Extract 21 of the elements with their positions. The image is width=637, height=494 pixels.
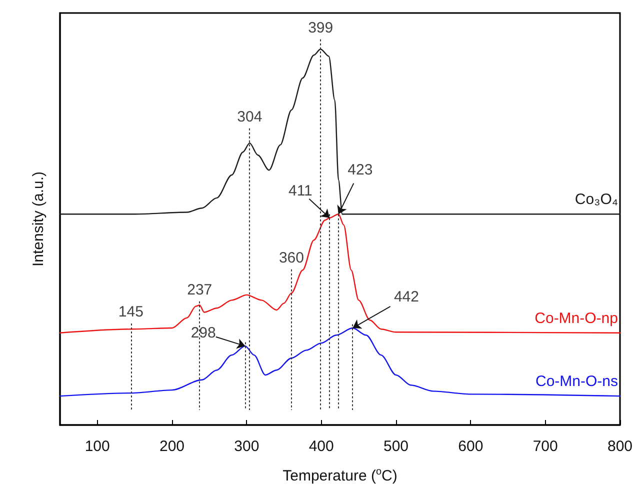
x-tick-label: 400 (308, 438, 334, 455)
annotation: 442 (394, 288, 419, 306)
x-tick-label: 500 (383, 438, 409, 455)
annotation: 423 (348, 162, 373, 179)
series-label: Co₃O₄ (574, 191, 618, 208)
annotation: 145 (118, 304, 144, 321)
series-label: Co-Mn-O-np (534, 310, 618, 327)
annotation: 411 (288, 182, 312, 200)
annotation: 298 (190, 324, 216, 342)
x-tick-label: 200 (159, 438, 185, 455)
x-tick-label: 800 (607, 438, 633, 455)
annotation: 360 (278, 250, 304, 267)
y-axis-title: Intensity (a.u.) (30, 171, 47, 267)
x-tick-label: 100 (84, 438, 110, 455)
annotation: 304 (237, 108, 262, 126)
x-tick-label: 700 (532, 438, 558, 455)
series-label: Co-Mn-O-ns (535, 373, 618, 390)
x-tick-label: 300 (234, 438, 260, 455)
x-tick-label: 600 (458, 438, 484, 455)
annotation: 399 (308, 20, 334, 37)
annotation: 237 (187, 282, 212, 299)
